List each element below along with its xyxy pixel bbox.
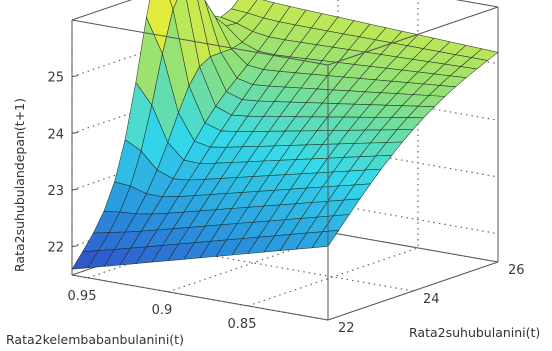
x-tick-label: 0.9 [152,303,173,318]
box-edge-front [327,261,499,321]
x-tick-label: 0.85 [228,317,257,332]
tick-labels: 22 23 24 25 0.95 0.9 0.85 22 24 26 [47,71,524,336]
z-grid-line [71,131,499,191]
x-axis-label: Rata2kelembabanbulanini(t) [6,332,184,347]
box-edge-front [71,274,329,321]
z-axis-label: Rata2suhubulandepan(t+1) [12,98,27,272]
z-tick-label: 24 [47,127,64,142]
z-tick-label: 22 [47,241,64,256]
y-tick-label: 24 [423,292,440,307]
z-tick-mark [71,131,79,134]
box-edge-back [71,0,133,21]
box-edge-front [71,19,329,66]
z-tick-label: 25 [47,71,64,86]
box-edge-front [327,6,499,66]
z-tick-label: 23 [47,184,64,199]
z-tick-mark [71,188,79,191]
y-tick-label: 22 [338,321,355,336]
z-tick-mark [71,75,79,78]
axes-box-front [71,6,499,321]
y-tick-label: 26 [508,263,525,278]
surface-patch [311,229,340,249]
z-grid-line [71,188,499,248]
surface-patch [169,0,178,11]
y-axis-label: Rata2suhubulanini(t) [409,325,540,340]
surface [71,0,499,270]
x-tick-label: 0.95 [68,289,97,304]
z-tick-mark [71,245,79,248]
